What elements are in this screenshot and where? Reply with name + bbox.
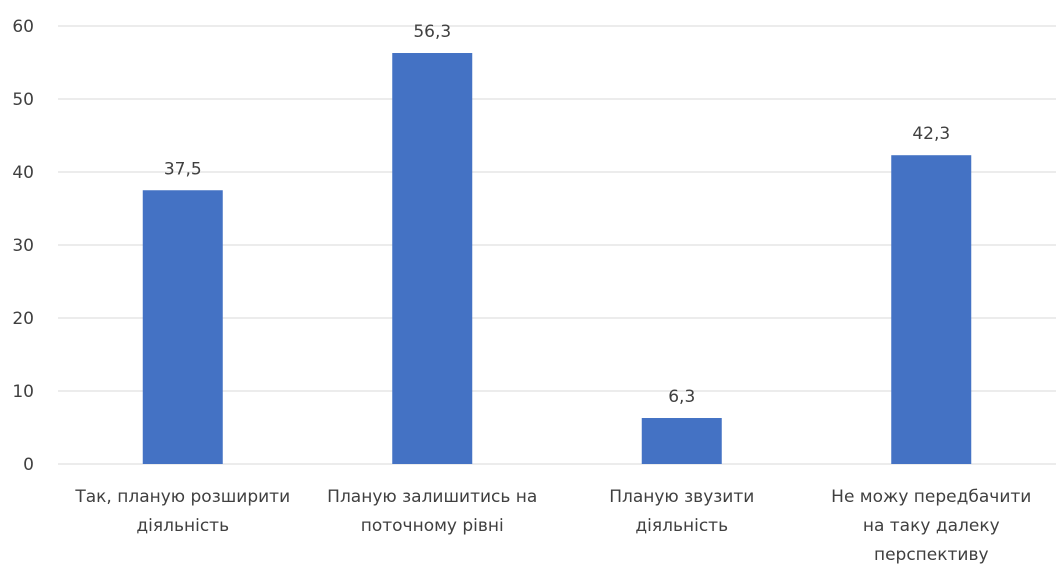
y-tick-label: 30 bbox=[12, 236, 34, 256]
category-label-line: перспективу bbox=[874, 545, 989, 565]
category-label-line: поточному рівні bbox=[361, 516, 504, 536]
category-label: Планую залишитись на поточному рівні bbox=[327, 487, 537, 536]
bar bbox=[641, 418, 722, 464]
bar bbox=[392, 53, 473, 464]
bar bbox=[142, 190, 223, 464]
data-label: 56,3 bbox=[413, 22, 451, 42]
data-labels: 37,5 56,3 6,3 42,3 bbox=[164, 22, 950, 407]
category-label-line: Планую звузити bbox=[609, 487, 754, 507]
y-axis-tick-labels: 0 10 20 30 40 50 60 bbox=[12, 17, 34, 475]
data-label: 37,5 bbox=[164, 159, 202, 179]
category-label-line: на таку далеку bbox=[863, 516, 1000, 536]
category-label: Не можу передбачити на таку далеку перспек… bbox=[831, 487, 1031, 565]
bars bbox=[142, 53, 972, 464]
category-label-line: Не можу передбачити bbox=[831, 487, 1031, 507]
category-label-line: діяльність bbox=[635, 516, 728, 536]
category-label: Планую звузити діяльність bbox=[609, 487, 754, 536]
y-tick-label: 20 bbox=[12, 309, 34, 329]
y-tick-label: 60 bbox=[12, 17, 34, 37]
category-label-line: Так, планую розширити bbox=[74, 487, 290, 507]
y-tick-label: 40 bbox=[12, 163, 34, 183]
y-tick-label: 10 bbox=[12, 382, 34, 402]
bar bbox=[891, 155, 972, 464]
data-label: 6,3 bbox=[668, 387, 695, 407]
y-tick-label: 0 bbox=[23, 455, 34, 475]
y-tick-label: 50 bbox=[12, 90, 34, 110]
data-label: 42,3 bbox=[912, 124, 950, 144]
category-label: Так, планую розширити діяльність bbox=[74, 487, 290, 536]
category-label-line: діяльність bbox=[136, 516, 229, 536]
gridlines bbox=[58, 25, 1056, 465]
category-labels: Так, планую розширити діяльність Планую за… bbox=[74, 487, 1031, 565]
category-label-line: Планую залишитись на bbox=[327, 487, 537, 507]
